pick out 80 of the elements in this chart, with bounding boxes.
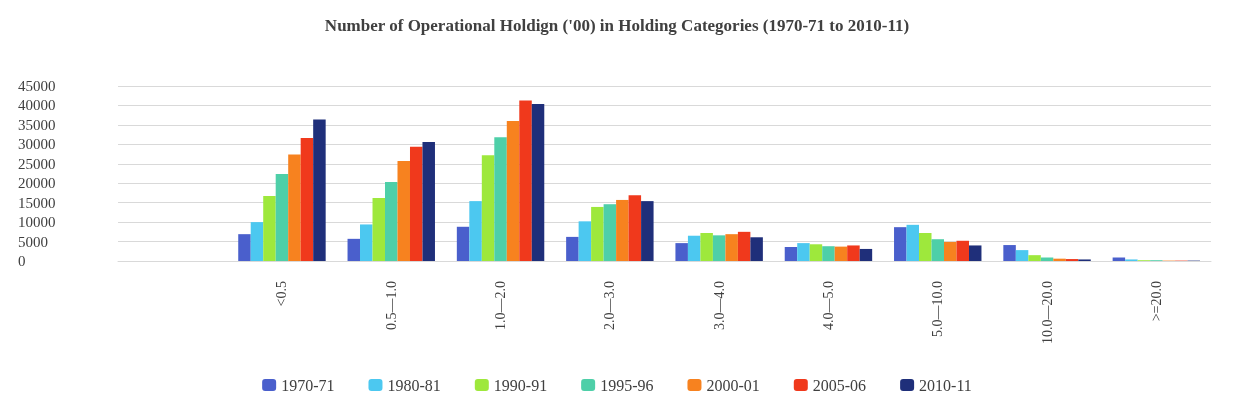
bar <box>1003 245 1016 261</box>
bar <box>275 173 289 261</box>
bar <box>469 201 482 261</box>
bar <box>944 241 957 261</box>
bar <box>519 100 532 261</box>
bar <box>578 221 592 261</box>
chart-title: Number of Operational Holdign ('00) in Holding Categories (1970-71 to 2010-11) <box>324 15 910 35</box>
bar <box>422 142 435 261</box>
bar <box>797 243 810 261</box>
bar <box>641 201 654 261</box>
x-tick-label: <0.5 <box>274 281 290 307</box>
bar <box>456 226 470 261</box>
x-tick-label: 4.0—5.0 <box>820 281 836 330</box>
bar <box>834 246 848 261</box>
bar <box>566 236 579 261</box>
legend-label: 1990-91 <box>493 376 548 394</box>
legend-label: 2000-01 <box>706 376 760 394</box>
bar <box>1015 250 1029 261</box>
x-tick-label: 1.0—2.0 <box>493 281 509 330</box>
bar <box>847 245 860 261</box>
bar <box>531 103 545 261</box>
legend-label: 2010-11 <box>919 376 972 394</box>
bar <box>931 239 944 261</box>
bar <box>894 227 907 261</box>
bar <box>968 245 982 261</box>
bar <box>360 224 373 261</box>
bar <box>372 198 385 261</box>
y-tick-label: 0 <box>18 253 26 269</box>
legend-label: 1970-71 <box>281 376 335 394</box>
x-tick-label: 0.5—1.0 <box>383 281 399 330</box>
y-tick-label: 10000 <box>18 214 56 231</box>
bar <box>385 182 398 261</box>
bar <box>784 247 798 261</box>
bar <box>494 137 507 261</box>
bar <box>300 138 314 261</box>
x-tick-label: 2.0—3.0 <box>602 281 618 330</box>
x-tick-label: >=20.0 <box>1148 281 1164 322</box>
bar <box>906 224 920 261</box>
y-tick-label: 20000 <box>18 175 56 192</box>
bar <box>822 246 835 261</box>
y-tick-label: 30000 <box>18 136 56 153</box>
bar <box>725 234 738 261</box>
bar <box>675 243 688 261</box>
bar <box>919 233 932 261</box>
bar <box>481 155 495 261</box>
bar <box>956 240 969 261</box>
bar <box>250 222 264 261</box>
legend-label: 1980-81 <box>387 376 441 394</box>
x-tick-label: 5.0—10.0 <box>930 281 946 337</box>
bar <box>409 146 423 261</box>
bar <box>1053 258 1066 261</box>
bar <box>616 199 629 261</box>
y-tick-label: 40000 <box>18 97 56 114</box>
bar <box>603 204 617 261</box>
bar <box>712 235 726 261</box>
bar <box>288 154 301 261</box>
y-tick-label: 25000 <box>18 155 56 172</box>
bar <box>591 206 604 261</box>
bar <box>700 233 713 261</box>
bar <box>238 234 251 261</box>
y-tick-label: 35000 <box>18 116 56 133</box>
x-tick-label: 3.0—4.0 <box>711 281 727 330</box>
bar <box>347 238 361 261</box>
bar <box>687 235 701 261</box>
bar <box>1028 255 1041 261</box>
bar <box>397 161 410 261</box>
y-tick-label: 45000 <box>18 78 56 94</box>
bar <box>750 237 763 261</box>
bar <box>263 196 276 261</box>
legend-label: 1995-96 <box>600 376 654 394</box>
legend-label: 2005-06 <box>812 376 867 394</box>
bar <box>737 231 751 261</box>
bar <box>809 244 823 261</box>
bar <box>628 195 642 261</box>
bar <box>506 121 520 261</box>
x-tick-label: 10.0—20.0 <box>1039 281 1055 344</box>
bar <box>859 248 873 261</box>
y-tick-label: 15000 <box>18 194 56 211</box>
bar <box>313 119 326 261</box>
y-tick-label: 5000 <box>18 233 48 250</box>
